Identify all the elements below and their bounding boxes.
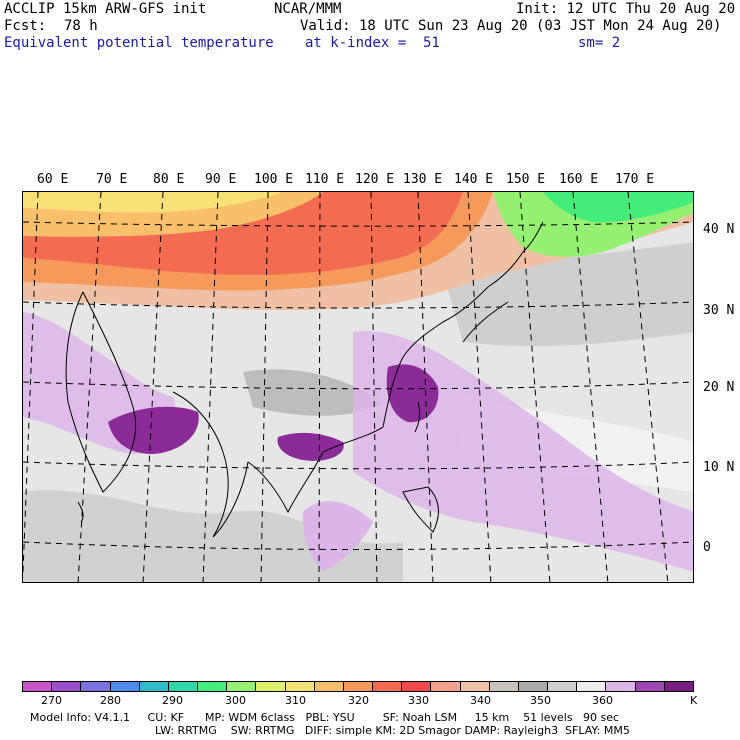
forecast-hour: 78 h (64, 18, 98, 34)
colorbar-swatch (198, 682, 228, 691)
colorbar-swatch (664, 682, 693, 691)
lon-label: 90 E (205, 172, 237, 187)
lat-label: 30 N (703, 303, 735, 318)
colorbar-swatch (635, 682, 665, 691)
colorbar-unit: K (690, 694, 698, 707)
model-info-line2: LW: RRTMG SW: RRTMG DIFF: simple KM: 2D … (155, 724, 630, 737)
lon-label: 70 E (96, 172, 128, 187)
lon-label: 130 E (403, 172, 443, 187)
colorbar-tick-label: 360 (592, 694, 613, 707)
smoothing-label: sm= 2 (578, 35, 621, 51)
org-label: NCAR/MMM (274, 1, 342, 17)
colorbar (22, 681, 694, 692)
gray-patch (243, 369, 383, 416)
colorbar-swatch (548, 682, 578, 691)
colorbar-swatch (23, 682, 53, 691)
level-label: at k-index = 51 (305, 35, 440, 51)
colorbar-tick-label: 280 (100, 694, 121, 707)
lon-label: 100 E (254, 172, 294, 187)
purple-core-typhoon (386, 364, 439, 423)
coastlines (65, 221, 544, 538)
lon-label: 120 E (355, 172, 395, 187)
model-title: ACCLIP 15km ARW-GFS init (4, 1, 207, 17)
lat-label: 20 N (703, 380, 735, 395)
lon-label: 160 E (559, 172, 599, 187)
colorbar-swatch (110, 682, 140, 691)
model-info-line1: Model Info: V4.1.1 CU: KF MP: WDM 6class… (30, 711, 620, 724)
colorbar-swatch (489, 682, 519, 691)
lat-label: 10 N (703, 460, 735, 475)
cool-green-core (543, 192, 693, 223)
map-canvas (23, 192, 693, 582)
colorbar-swatch (518, 682, 549, 691)
colorbar-swatch (343, 682, 374, 691)
colorbar-swatch (256, 682, 286, 691)
graticule (23, 192, 693, 582)
lon-label: 140 E (454, 172, 494, 187)
lon-label: 80 E (153, 172, 185, 187)
lon-label: 150 E (506, 172, 546, 187)
lon-label: 60 E (37, 172, 69, 187)
colorbar-tick-label: 290 (162, 694, 183, 707)
map-panel (22, 191, 694, 583)
valid-time: Valid: 18 UTC Sun 23 Aug 20 (03 JST Mon … (300, 18, 722, 34)
lon-label: 110 E (305, 172, 345, 187)
colorbar-tick-label: 340 (470, 694, 491, 707)
colorbar-tick-label: 350 (530, 694, 551, 707)
colorbar-swatch (577, 682, 607, 691)
init-time: Init: 12 UTC Thu 20 Aug 20 (516, 1, 736, 17)
colorbar-tick-label: 300 (225, 694, 246, 707)
purple-core-bengal (108, 406, 199, 454)
forecast-label: Fcst: (4, 18, 47, 34)
colorbar-swatch (606, 682, 636, 691)
colorbar-tick-label: 310 (285, 694, 306, 707)
colorbar-tick-label: 330 (408, 694, 429, 707)
purple-core-scs (277, 432, 344, 461)
field-name: Equivalent potential temperature (4, 35, 274, 51)
colorbar-tick-label: 270 (41, 694, 62, 707)
colorbar-swatch (431, 682, 461, 691)
colorbar-swatch (373, 682, 403, 691)
colorbar-swatch (314, 682, 344, 691)
colorbar-swatch (227, 682, 257, 691)
lat-label: 0 (703, 540, 711, 555)
colorbar-swatch (139, 682, 169, 691)
purple-region-south (302, 501, 373, 572)
colorbar-tick-label: 320 (348, 694, 369, 707)
colorbar-swatch (285, 682, 315, 691)
lon-label: 170 E (615, 172, 655, 187)
colorbar-swatch (52, 682, 82, 691)
colorbar-swatch (402, 682, 432, 691)
colorbar-swatch (81, 682, 111, 691)
colorbar-swatch (168, 682, 199, 691)
colorbar-swatch (460, 682, 490, 691)
lat-label: 40 N (703, 222, 735, 237)
